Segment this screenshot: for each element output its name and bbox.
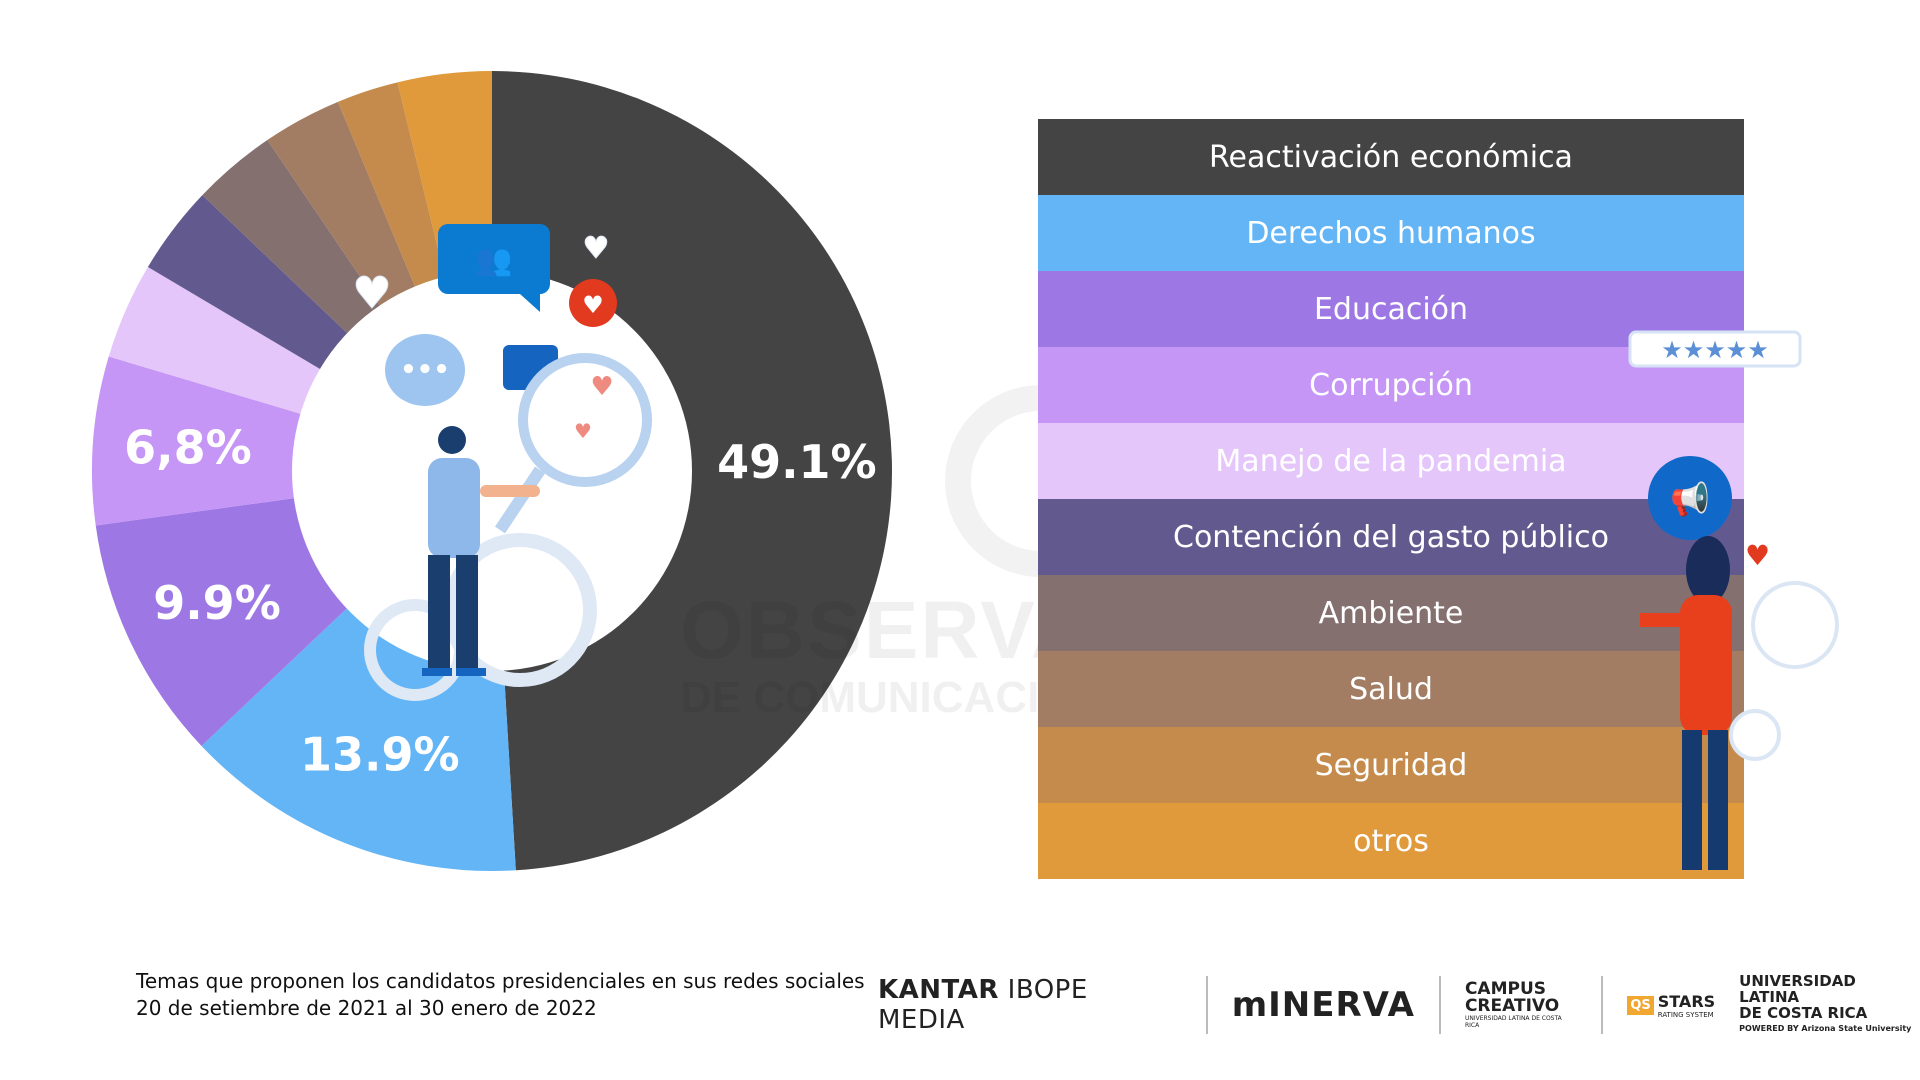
svg-text:♥: ♥ (583, 231, 610, 266)
chart-caption: Temas que proponen los candidatos presid… (136, 968, 865, 1022)
campus-sub: UNIVERSIDAD LATINA DE COSTA RICA (1464, 1015, 1562, 1029)
legend-item: Educación (1038, 271, 1744, 347)
legend-item: Derechos humanos (1038, 195, 1744, 271)
donut-slice-8 (267, 101, 417, 309)
qs-sub: RATING SYSTEM (1657, 1010, 1714, 1019)
caption-line1: Temas que proponen los candidatos presid… (136, 969, 865, 993)
kantar-bold: KANTAR (878, 975, 999, 1005)
donut-chart: 👥 ••• ♥ ♥ ♥ ♥ ♥ 49.1% 13.9% 9.9% 6,8% (92, 71, 892, 871)
ulatina-line1: UNIVERSIDAD LATINA (1739, 972, 1856, 1006)
presenter-illustration-icon: ★★★★★ ♥ 📢 ♥ (1620, 254, 1850, 890)
divider (1205, 976, 1208, 1034)
slice-value-label: 13.9% (300, 728, 460, 782)
svg-text:♥: ♥ (582, 291, 604, 319)
svg-text:★★★★★: ★★★★★ (1661, 336, 1769, 364)
campus-creativo-logo: CAMPUS CREATIVO UNIVERSIDAD LATINA DE CO… (1464, 979, 1577, 1030)
donut-slice-9 (337, 82, 446, 291)
divider (1601, 976, 1604, 1034)
legend-item: Manejo de la pandemia (1038, 423, 1744, 499)
ulatina-logo: UNIVERSIDAD LATINA DE COSTA RICA POWERED… (1739, 973, 1920, 1037)
svg-text:👥: 👥 (475, 243, 512, 278)
slice-value-label: 6,8% (124, 421, 252, 475)
legend-item: Contención del gasto público (1038, 499, 1744, 575)
legend: Reactivación económica Derechos humanos Ed… (1038, 119, 1744, 879)
slice-value-label: 9.9% (153, 576, 281, 630)
legend-item: Salud (1038, 651, 1744, 727)
svg-text:♥: ♥ (352, 268, 391, 319)
donut-slice-5 (108, 267, 324, 415)
legend-item: Corrupción (1038, 347, 1744, 423)
svg-text:♥: ♥ (590, 372, 613, 402)
legend-item: otros (1038, 803, 1744, 879)
slice-value-label: 49.1% (717, 435, 877, 489)
donut-slice-7 (202, 140, 382, 336)
divider (1438, 976, 1441, 1034)
svg-text:📢: 📢 (1670, 480, 1710, 518)
campus-line2: CREATIVO (1464, 996, 1560, 1016)
sponsor-logos: KANTAR IBOPE MEDIA mINERVA CAMPUS CREATI… (878, 973, 1920, 1037)
donut-slice-3 (95, 497, 350, 746)
svg-text:♥: ♥ (1745, 539, 1770, 572)
ulatina-sub: POWERED BY Arizona State University (1739, 1024, 1912, 1033)
legend-item: Ambiente (1038, 575, 1744, 651)
campus-line1: CAMPUS (1464, 979, 1547, 999)
qs-stars: STARS (1657, 991, 1716, 1011)
donut-slice-6 (147, 195, 351, 372)
kantar-rest: IBOPE MEDIA (878, 975, 1088, 1035)
analyst-illustration-icon: 👥 ••• ♥ ♥ ♥ ♥ ♥ (352, 224, 652, 701)
svg-text:♥: ♥ (574, 419, 592, 443)
ulatina-line2: DE COSTA RICA (1739, 1004, 1868, 1022)
caption-line2: 20 de setiembre de 2021 al 30 enero de 2… (136, 996, 597, 1020)
legend-item: Reactivación económica (1038, 119, 1744, 195)
legend-item: Seguridad (1038, 727, 1744, 803)
donut-slice-4 (92, 356, 305, 526)
qs-stars-logo: QS STARS RATING SYSTEM (1627, 992, 1715, 1019)
minerva-logo: mINERVA (1231, 985, 1415, 1025)
svg-text:•••: ••• (400, 355, 450, 385)
kantar-logo: KANTAR IBOPE MEDIA (878, 975, 1182, 1035)
donut-center (292, 271, 692, 671)
donut-slice-1 (492, 71, 892, 871)
qs-box: QS (1627, 995, 1654, 1015)
